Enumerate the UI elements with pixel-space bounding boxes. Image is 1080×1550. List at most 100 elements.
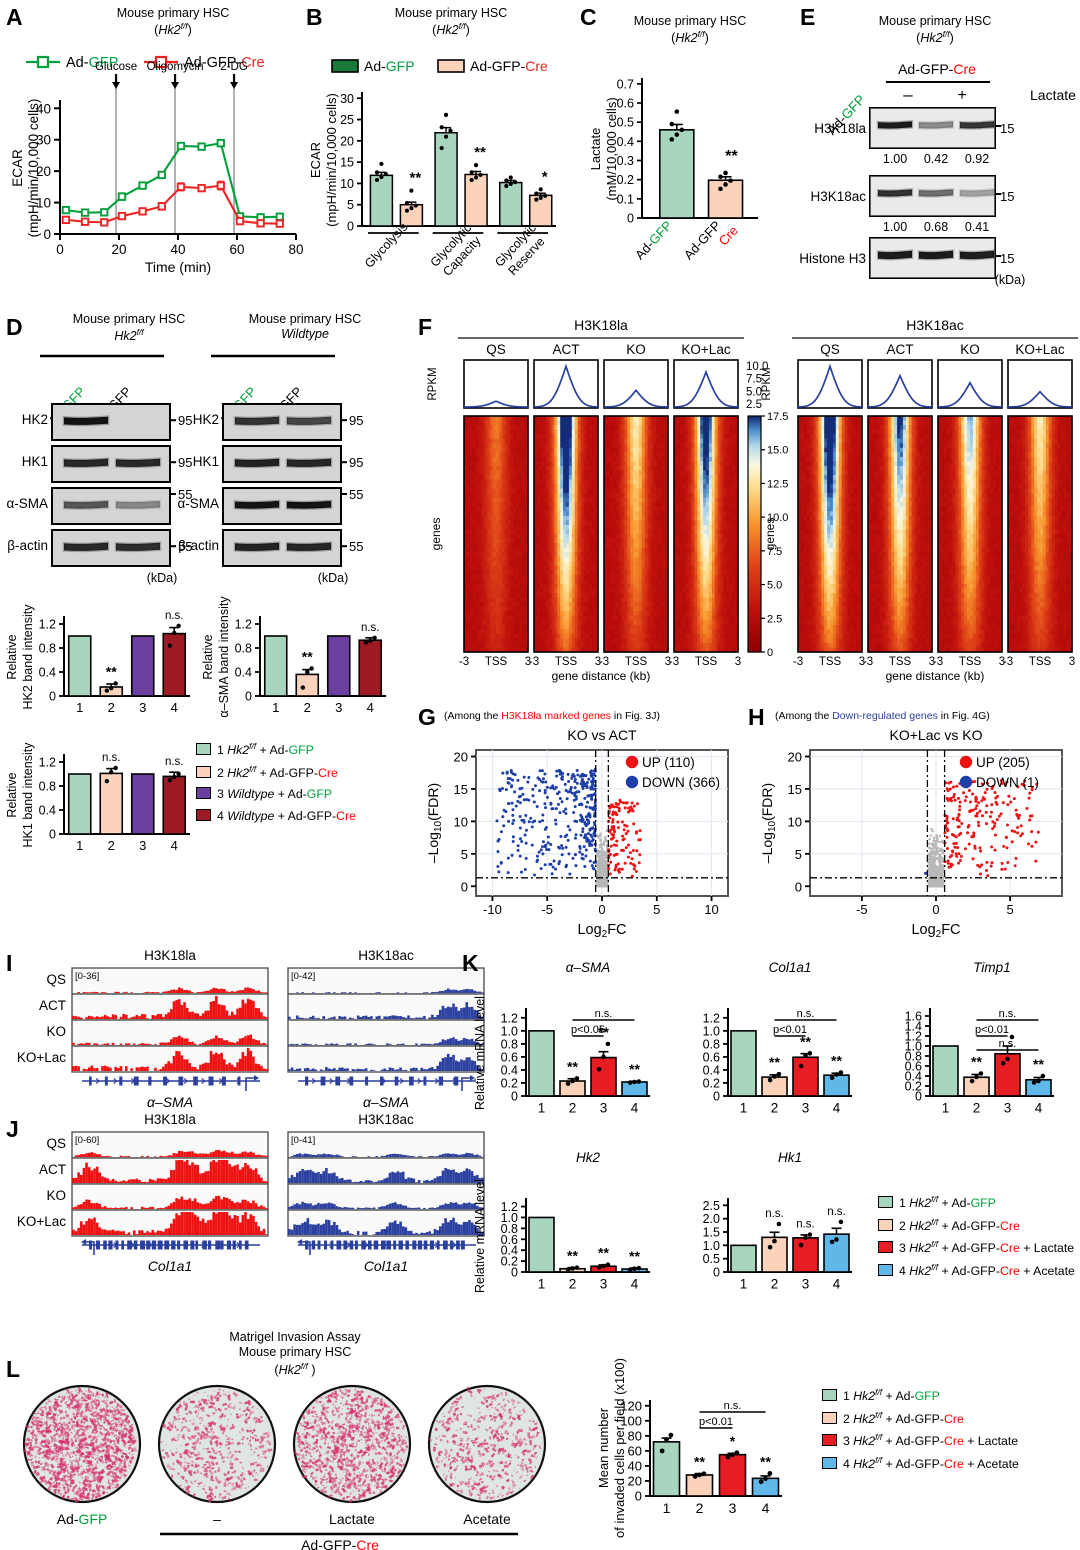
svg-text:4: 4 xyxy=(171,838,178,853)
panel-label-c: C xyxy=(580,4,597,30)
svg-text:30: 30 xyxy=(340,92,354,106)
svg-text:95: 95 xyxy=(178,413,192,428)
panel-e-title: Mouse primary HSC (Hk2f/f) xyxy=(878,14,992,46)
svg-text:ECAR: ECAR xyxy=(10,149,25,187)
panel-d-right-title: Mouse primary HSC Wildtype xyxy=(248,312,362,342)
svg-text:HK2 band intensity: HK2 band intensity xyxy=(21,604,35,710)
panel-l-legend: 1 Hk2f/f + Ad-GFP 2 Hk2f/f + Ad-GFP-Cre … xyxy=(822,1387,1019,1478)
svg-text:(mpH/min/10,000 cells): (mpH/min/10,000 cells) xyxy=(26,99,41,238)
legend-item-1: 1 Hk2f/f + Ad-GFP xyxy=(822,1387,1019,1404)
panel-l-title: Matrigel Invasion Assay Mouse primary HS… xyxy=(229,1330,361,1377)
svg-text:HK2: HK2 xyxy=(22,412,48,427)
panel-label-h: H xyxy=(748,704,765,730)
panel-k-chart-timp1: 0 0.2 0.4 0.6 0.8 1.0 1.2 1.4 1.6 1 ** 2 3 ** 4 p<0.01 n… xyxy=(874,958,1079,1138)
svg-text:3: 3 xyxy=(525,656,531,668)
svg-text:0.8: 0.8 xyxy=(39,642,56,656)
panel-l-chart: 0 20 40 60 80 100 120 1 ** 2 * 3 ** 4 p<0.01 n.s. Mean n… xyxy=(596,1348,826,1543)
svg-text:2: 2 xyxy=(108,700,115,715)
svg-text:Ad-GFP: Ad-GFP xyxy=(66,55,118,71)
panel-d-quant-asma: 0 0.4 0.8 1.2 1 ** 2 3 n.s. 4 Relative α–SMA band i… xyxy=(196,592,396,727)
svg-text:2: 2 xyxy=(304,700,311,715)
panel-h-caption: (Among the Down-regulated genes in Fig. … xyxy=(775,710,990,722)
legend-item-3: 3 Wildtype + Ad-GFP xyxy=(196,787,356,802)
svg-text:0.4: 0.4 xyxy=(39,804,56,818)
panel-i-tracks: H3K18la [0-36] QS ACT KO KO+Lac α–SMA H3K18ac [0… xyxy=(0,948,485,1113)
svg-text:55: 55 xyxy=(349,487,363,502)
svg-text:0.8: 0.8 xyxy=(39,780,56,794)
panel-b-legend: Ad-GFP Ad-GFP-Cre xyxy=(330,56,580,76)
legend-item-2: 2 Hk2f/f + Ad-GFP-Cre xyxy=(196,764,356,781)
legend-item-2: 2 Hk2f/f + Ad-GFP-Cre xyxy=(822,1410,1019,1427)
panel-label-i: I xyxy=(6,950,13,976)
panel-a-legend: Ad-GFP Ad-GFP-Cre xyxy=(20,52,295,72)
svg-text:KO: KO xyxy=(626,342,646,357)
svg-text:Relative: Relative xyxy=(201,634,215,679)
svg-text:(mpH/min/10,000 cells): (mpH/min/10,000 cells) xyxy=(324,93,339,227)
svg-text:0: 0 xyxy=(56,242,64,257)
svg-text:**: ** xyxy=(725,148,738,165)
svg-text:0.3: 0.3 xyxy=(617,154,634,168)
svg-text:TSS: TSS xyxy=(555,656,578,668)
panel-label-l: L xyxy=(6,1356,21,1382)
panel-d-legend: 1 Hk2f/f + Ad-GFP 2 Hk2f/f + Ad-GFP-Cre … xyxy=(196,741,356,830)
svg-text:HK1: HK1 xyxy=(22,454,48,469)
svg-text:KO+Lac: KO+Lac xyxy=(681,342,730,357)
svg-text:0.2: 0.2 xyxy=(617,173,634,187)
svg-text:-3: -3 xyxy=(599,656,609,668)
svg-text:40: 40 xyxy=(36,101,51,116)
panel-label-j: J xyxy=(6,1116,19,1142)
svg-text:(kDa): (kDa) xyxy=(318,571,349,585)
svg-text:Relative: Relative xyxy=(5,634,19,679)
legend-item-1: 1 Hk2f/f + Ad-GFP xyxy=(196,741,356,758)
svg-text:30: 30 xyxy=(36,133,51,148)
svg-text:15: 15 xyxy=(340,156,354,170)
svg-text:Ad-GFP: Ad-GFP xyxy=(364,58,415,74)
svg-text:Glycolysis: Glycolysis xyxy=(362,220,411,271)
svg-text:1.2: 1.2 xyxy=(39,618,56,632)
panel-k-legend: 1 Hk2f/f + Ad-GFP 2 Hk2f/f + Ad-GFP-Cre … xyxy=(878,1194,1075,1285)
svg-text:15: 15 xyxy=(1000,189,1014,204)
svg-text:TSS: TSS xyxy=(485,656,508,668)
panel-d-quant-hk1: 0 0.4 0.8 1.2 1 n.s. 2 3 n.s. 4 Relative HK1 band i… xyxy=(0,730,200,865)
panel-a-chart: Glucose Oligomycin 2-DG 0 10 20 30 40 0 20 40 60 80 T… xyxy=(4,61,304,275)
svg-text:0.7: 0.7 xyxy=(617,77,634,91)
svg-text:1: 1 xyxy=(76,838,83,853)
legend-swatch xyxy=(822,1456,837,1469)
svg-text:Oligomycin: Oligomycin xyxy=(147,61,204,73)
svg-text:0.8: 0.8 xyxy=(235,642,252,656)
svg-text:(kDa): (kDa) xyxy=(995,273,1026,287)
svg-text:55: 55 xyxy=(178,539,192,554)
panel-d-quant-hk2: 0 0.4 0.8 1.2 1 ** 2 3 n.s. 4 Relative HK2 band int… xyxy=(0,592,200,727)
panel-label-g: G xyxy=(418,704,436,730)
svg-text:4: 4 xyxy=(367,700,374,715)
panel-d-blots: Ad-GFPAd-GFPCreHK295HK195α-SMA55β-actin5… xyxy=(0,348,420,588)
svg-text:3: 3 xyxy=(665,656,671,668)
svg-text:20: 20 xyxy=(36,164,51,179)
panel-h-chart: KO+Lac vs KO 0 5 10 15 20 -5 0 5 UP (205) DOWN (1)… xyxy=(752,724,1077,954)
svg-text:55: 55 xyxy=(349,539,363,554)
panel-g-chart: KO vs ACT 0 5 10 15 20 -10 -5 0 5 10 UP (110) DOWN (… xyxy=(418,724,743,954)
svg-text:Relative: Relative xyxy=(5,772,19,817)
svg-text:**: ** xyxy=(474,144,486,161)
legend-item-3: 3 Hk2f/f + Ad-GFP-Cre + Lactate xyxy=(878,1240,1075,1256)
svg-text:4: 4 xyxy=(171,700,178,715)
panel-label-a: A xyxy=(6,4,23,30)
svg-text:0.1: 0.1 xyxy=(617,192,634,206)
svg-text:0.42: 0.42 xyxy=(924,152,948,166)
panel-label-e: E xyxy=(800,4,816,30)
panel-f-heatmap-la: H3K18la RPKM genes QS -3 TSS 3 ACT -3 TSS 3 KO -3 TSS… xyxy=(418,316,788,696)
panel-g-caption: (Among the H3K18la marked genes in Fig. … xyxy=(444,710,660,722)
svg-text:HK2: HK2 xyxy=(193,412,219,427)
svg-text:(mM/10,000 cells): (mM/10,000 cells) xyxy=(604,97,619,200)
svg-text:95: 95 xyxy=(349,455,363,470)
legend-item-2: 2 Hk2f/f + Ad-GFP-Cre xyxy=(878,1217,1075,1234)
svg-text:0: 0 xyxy=(347,220,354,234)
svg-text:0: 0 xyxy=(49,690,56,704)
svg-text:Ad-GFP-Cre: Ad-GFP-Cre xyxy=(898,61,976,77)
svg-text:ACT: ACT xyxy=(553,342,580,357)
legend-item-4: 4 Hk2f/f + Ad-GFP-Cre + Acetate xyxy=(822,1455,1019,1472)
svg-text:0: 0 xyxy=(49,828,56,842)
svg-text:β-actin: β-actin xyxy=(178,538,219,553)
svg-text:10: 10 xyxy=(340,177,354,191)
svg-text:20: 20 xyxy=(340,134,354,148)
